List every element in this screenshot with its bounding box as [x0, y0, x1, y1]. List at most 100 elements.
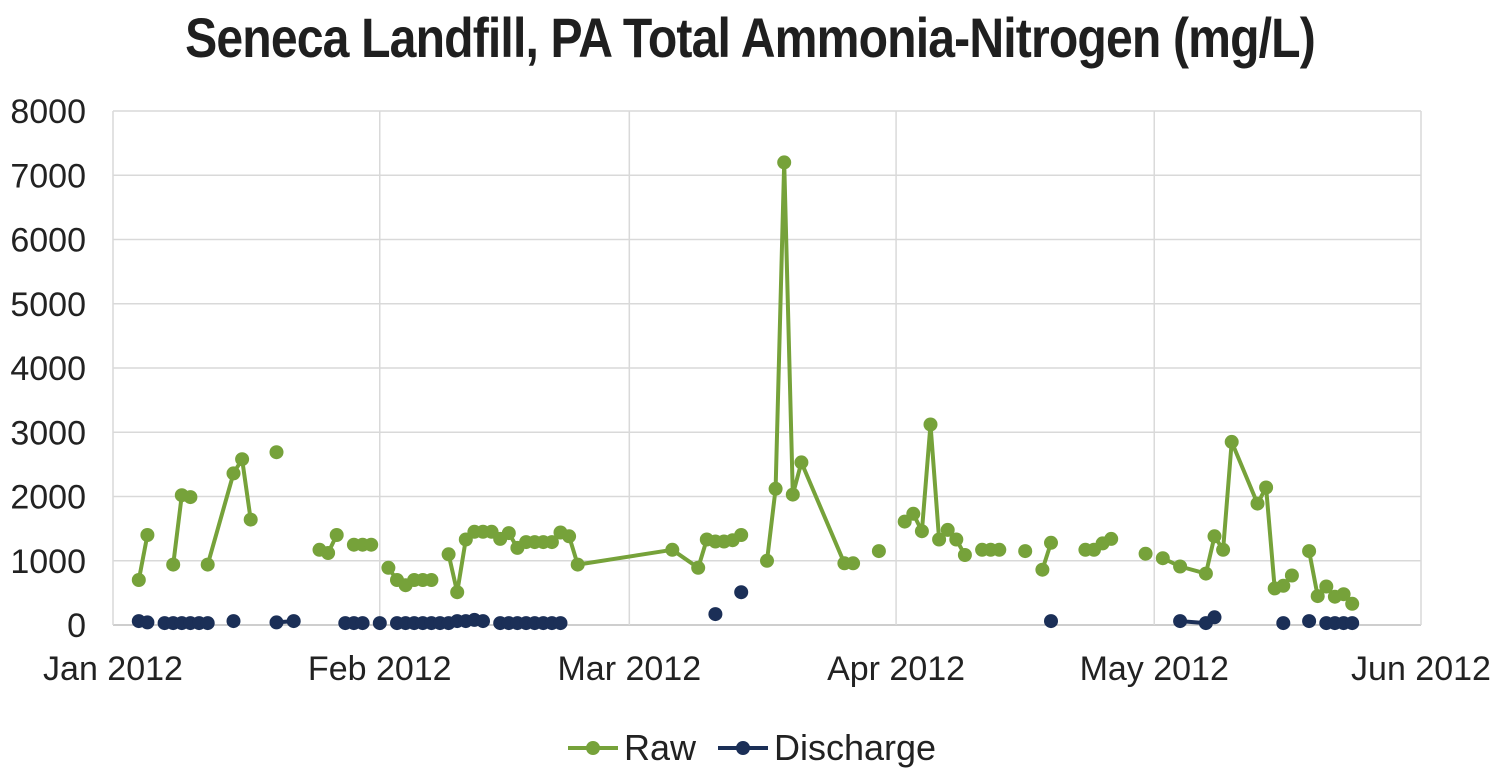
chart-title: Seneca Landfill, PA Total Ammonia-Nitrog… [185, 6, 1316, 69]
data-point [329, 528, 344, 542]
data-point [1138, 546, 1153, 561]
legend-item-discharge: Discharge [718, 727, 936, 768]
y-tick-label: 8000 [10, 93, 86, 131]
data-point [321, 546, 336, 560]
data-point [1155, 551, 1170, 566]
y-tick-label: 7000 [10, 157, 86, 195]
data-point [1319, 579, 1334, 594]
series-layer [131, 155, 1360, 631]
data-point [932, 532, 947, 547]
data-point [553, 616, 568, 631]
data-point [785, 487, 800, 502]
data-point [1310, 589, 1325, 604]
data-point [355, 616, 370, 631]
data-point [1044, 614, 1058, 629]
y-tick-label: 5000 [10, 286, 86, 324]
y-tick-label: 3000 [10, 414, 86, 452]
data-point [734, 528, 749, 542]
data-point [1018, 544, 1033, 559]
series-line [205, 457, 253, 566]
data-point [708, 607, 723, 622]
data-point [846, 556, 861, 571]
data-point [372, 616, 387, 631]
data-point [1302, 544, 1317, 559]
data-point [777, 155, 792, 170]
data-point [1207, 529, 1222, 544]
data-point [364, 537, 379, 552]
data-point [450, 585, 465, 600]
y-axis-ticks: 0 1000 2000 3000 4000 5000 6000 7000 8000 [10, 93, 86, 645]
data-point [992, 542, 1007, 557]
data-point [940, 522, 955, 537]
data-point [166, 557, 181, 572]
data-point [140, 528, 155, 542]
data-point [381, 560, 396, 575]
legend-label: Discharge [774, 727, 936, 768]
data-point [476, 614, 490, 629]
x-tick-label: Feb 2012 [308, 650, 452, 688]
data-point [1044, 535, 1058, 550]
data-point [140, 615, 155, 630]
series-raw [131, 155, 1360, 611]
data-point [235, 452, 250, 467]
data-point [1250, 496, 1265, 511]
x-tick-label: Mar 2012 [557, 650, 701, 688]
y-tick-label: 2000 [10, 479, 86, 517]
data-point [501, 526, 516, 541]
data-point [949, 532, 964, 547]
data-point [183, 490, 198, 505]
data-point [1173, 614, 1188, 629]
data-point [1336, 587, 1351, 602]
data-point [269, 615, 284, 630]
legend-marker [736, 741, 750, 755]
data-point [794, 455, 809, 470]
data-point [914, 524, 929, 539]
data-point [1345, 616, 1360, 631]
x-tick-label: Jan 2012 [43, 650, 183, 688]
data-point [1173, 559, 1188, 574]
legend-marker [586, 741, 600, 755]
data-point [570, 557, 585, 572]
data-point [957, 548, 972, 562]
legend-item-raw: Raw [568, 727, 697, 768]
data-point [923, 417, 938, 432]
series-line [171, 493, 191, 565]
data-point [1276, 616, 1291, 631]
x-tick-label: Apr 2012 [827, 650, 965, 688]
data-point [131, 573, 146, 587]
data-point [1259, 480, 1274, 495]
data-point [760, 553, 774, 568]
data-point [200, 557, 215, 572]
legend: Raw Discharge [568, 727, 936, 768]
x-tick-label: Jun 2012 [1351, 650, 1491, 688]
y-tick-label: 0 [67, 607, 86, 645]
data-point [1284, 568, 1299, 583]
data-point [1207, 610, 1222, 625]
data-point [768, 481, 783, 496]
data-point [1035, 562, 1050, 577]
data-point [1345, 596, 1360, 611]
data-point [424, 573, 439, 587]
series-line [136, 534, 150, 581]
data-point [226, 614, 241, 629]
data-point [734, 585, 749, 600]
data-point [562, 529, 577, 544]
data-point [441, 547, 456, 562]
legend-label: Raw [624, 727, 697, 768]
x-tick-label: May 2012 [1080, 650, 1229, 688]
y-tick-label: 4000 [10, 350, 86, 388]
series-line [765, 160, 854, 566]
data-point [906, 506, 921, 521]
data-point [200, 616, 215, 631]
data-point [1276, 578, 1291, 593]
data-point [544, 535, 559, 550]
data-point [1216, 542, 1231, 557]
x-axis-ticks: Jan 2012 Feb 2012 Mar 2012 Apr 2012 May 2012… [43, 650, 1491, 688]
data-point [226, 466, 241, 481]
data-point [691, 560, 706, 575]
y-tick-label: 1000 [10, 543, 86, 581]
data-point [1302, 614, 1317, 629]
data-point [1224, 434, 1239, 449]
series-discharge [131, 585, 1360, 631]
